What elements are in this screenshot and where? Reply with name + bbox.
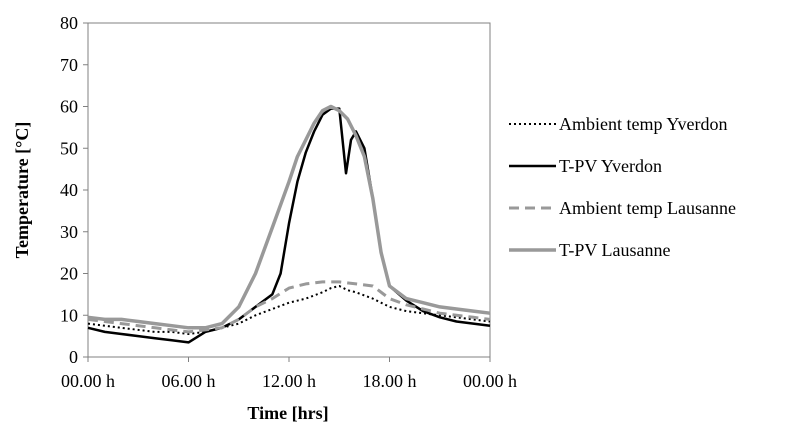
y-tick-label: 20 [60,264,78,284]
y-tick-label: 10 [60,305,78,325]
y-axis: 0 10 20 30 40 50 60 70 80 [60,13,88,367]
legend-label: Ambient temp Yverdon [559,114,728,134]
legend-label: T-PV Yverdon [559,156,662,176]
y-axis-title: Temperature [°C] [12,122,32,259]
plot-frame [87,22,491,358]
y-tick-label: 50 [60,138,78,158]
series-line-t-pv-lausanne [87,104,491,330]
x-tick-label: 06.00 h [162,371,216,391]
y-tick-label: 80 [60,13,78,33]
x-tick-label: 18.00 h [363,371,417,391]
x-tick-label: 00.00 h [61,371,115,391]
legend-label: Ambient temp Lausanne [559,198,736,218]
y-tick-label: 40 [60,180,78,200]
y-tick-label: 30 [60,222,78,242]
legend-label: T-PV Lausanne [559,240,671,260]
y-tick-label: 0 [69,347,78,367]
series-line-t-pv-yverdon [87,107,491,344]
y-tick-label: 70 [60,55,78,75]
plot-area [87,22,491,358]
x-tick-label: 12.00 h [262,371,316,391]
x-tick-label: 00.00 h [463,371,517,391]
legend: Ambient temp Yverdon T-PV Yverdon Ambient … [509,114,736,260]
series-line-ambient-temp-lausanne [87,280,491,334]
x-axis-title: Time [hrs] [247,403,328,423]
y-tick-label: 60 [60,97,78,117]
x-axis: 00.00 h 06.00 h 12.00 h 18.00 h 00.00 h [61,357,517,391]
